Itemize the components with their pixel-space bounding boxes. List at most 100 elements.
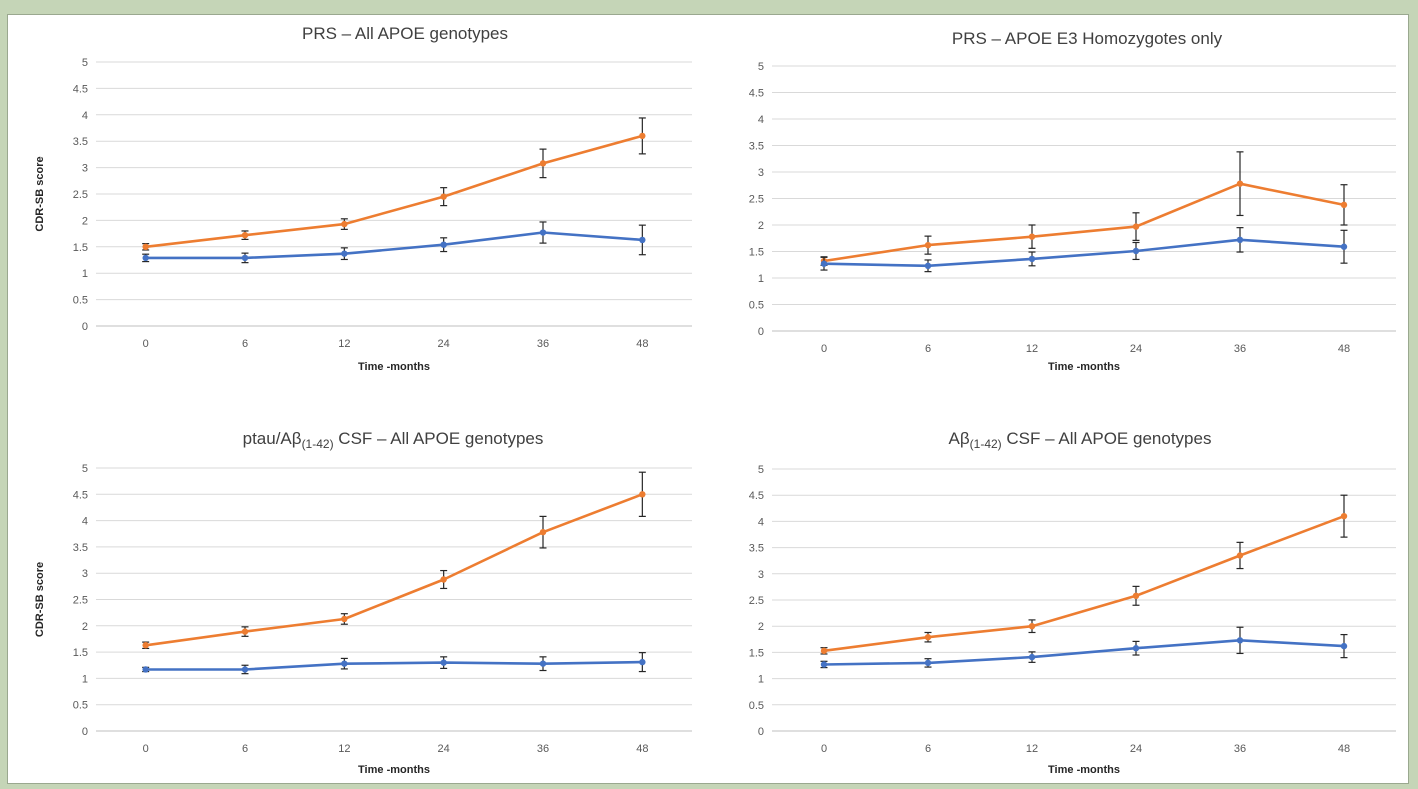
y-tick-label: 2	[758, 220, 764, 232]
data-point	[440, 193, 447, 200]
data-point	[1132, 223, 1140, 230]
y-tick-label: 1.5	[749, 247, 764, 259]
x-tick-label: 24	[438, 743, 450, 755]
data-point	[1028, 255, 1036, 263]
y-tick-label: 4.5	[749, 490, 764, 502]
series-2	[142, 221, 646, 264]
series-1	[820, 494, 1348, 655]
y-tick-label: 2	[758, 621, 764, 633]
data-point	[924, 659, 932, 667]
x-tick-label: 24	[1130, 343, 1142, 355]
data-point	[639, 658, 646, 666]
y-tick-label: 0	[82, 321, 88, 333]
data-point	[341, 615, 348, 623]
series-line	[822, 514, 1346, 653]
y-tick-label: 0.5	[749, 700, 764, 712]
x-tick-label: 12	[1026, 743, 1038, 755]
x-tick-label: 36	[1234, 343, 1246, 355]
y-tick-label: 0.5	[73, 295, 88, 307]
x-tick-label: 0	[821, 743, 827, 755]
y-tick-label: 3	[758, 569, 764, 581]
x-axis-label: Time -months	[358, 361, 430, 373]
x-tick-label: 6	[242, 338, 248, 350]
data-point	[1236, 180, 1244, 187]
data-point	[820, 661, 828, 668]
series-2	[820, 227, 1348, 273]
data-point	[1340, 642, 1348, 650]
x-tick-label: 48	[636, 338, 648, 350]
data-point	[820, 647, 828, 655]
data-point	[1340, 512, 1348, 520]
data-point	[924, 634, 932, 641]
x-tick-label: 36	[537, 338, 549, 350]
y-tick-label: 0	[82, 726, 88, 738]
x-tick-label: 36	[537, 743, 549, 755]
y-tick-label: 2	[82, 215, 88, 227]
y-tick-label: 5	[758, 61, 764, 73]
data-point	[820, 260, 828, 267]
y-tick-label: 2.5	[73, 189, 88, 201]
y-tick-label: 3.5	[749, 543, 764, 555]
y-axis-label: CDR-SB score	[34, 156, 46, 231]
data-point	[1340, 201, 1348, 209]
data-point	[1236, 637, 1244, 644]
y-tick-label: 1	[758, 674, 764, 686]
x-tick-label: 12	[338, 743, 350, 755]
y-tick-label: 1.5	[73, 242, 88, 254]
data-point	[1028, 623, 1036, 630]
chart-panel-3: ptau/Aβ(1-42) CSF – All APOE genotypes 0 0…	[34, 429, 692, 776]
data-point	[142, 666, 149, 673]
chart-panel-2: PRS – APOE E3 Homozygotes only 0 0.5 1 1.5 2 2…	[749, 29, 1396, 373]
data-point	[440, 241, 447, 248]
chart-panel-4: Aβ(1-42) CSF – All APOE genotypes 0 0.5 1 1.…	[749, 429, 1396, 776]
data-point	[539, 528, 547, 536]
y-axis-label: CDR-SB score	[34, 562, 46, 637]
y-tick-label: 2	[82, 621, 88, 633]
figure-frame	[7, 14, 1409, 784]
series-1	[820, 151, 1348, 266]
x-axis-label: Time -months	[1048, 764, 1120, 776]
data-point	[1236, 236, 1244, 244]
y-tick-label: 5	[82, 57, 88, 69]
series-line	[144, 660, 644, 671]
x-tick-label: 6	[925, 743, 931, 755]
data-point	[924, 241, 932, 249]
y-tick-label: 3.5	[73, 542, 88, 554]
y-tick-label: 1	[82, 268, 88, 280]
y-tick-label: 4.5	[73, 83, 88, 95]
data-point	[924, 262, 932, 270]
x-tick-label: 0	[143, 743, 149, 755]
y-tick-label: 4	[758, 114, 764, 126]
x-tick-label: 6	[242, 743, 248, 755]
series-line	[822, 638, 1346, 666]
data-point	[1132, 247, 1140, 255]
series-2	[820, 626, 1348, 669]
data-point	[639, 491, 646, 498]
data-point	[539, 660, 547, 667]
y-tick-label: 1.5	[749, 647, 764, 659]
data-point	[1132, 592, 1140, 600]
y-tick-label: 4	[758, 516, 764, 528]
y-tick-label: 3	[82, 568, 88, 580]
x-tick-label: 48	[1338, 743, 1350, 755]
x-tick-label: 48	[636, 743, 648, 755]
y-tick-label: 5	[82, 463, 88, 475]
series-line	[822, 182, 1346, 263]
data-point	[1340, 243, 1348, 250]
chart-title: PRS – All APOE genotypes	[302, 24, 508, 43]
data-point	[241, 666, 249, 673]
data-point	[241, 254, 249, 262]
data-point	[639, 132, 646, 140]
y-tick-label: 1.5	[73, 647, 88, 659]
y-tick-label: 4	[82, 110, 88, 122]
y-tick-label: 3.5	[749, 141, 764, 153]
data-point	[440, 576, 447, 583]
x-tick-label: 12	[1026, 343, 1038, 355]
data-point	[341, 660, 348, 667]
y-tick-label: 4	[82, 516, 88, 528]
data-point	[1236, 552, 1244, 559]
data-point	[539, 229, 547, 236]
y-tick-label: 3.5	[73, 136, 88, 148]
series-line	[144, 231, 644, 260]
